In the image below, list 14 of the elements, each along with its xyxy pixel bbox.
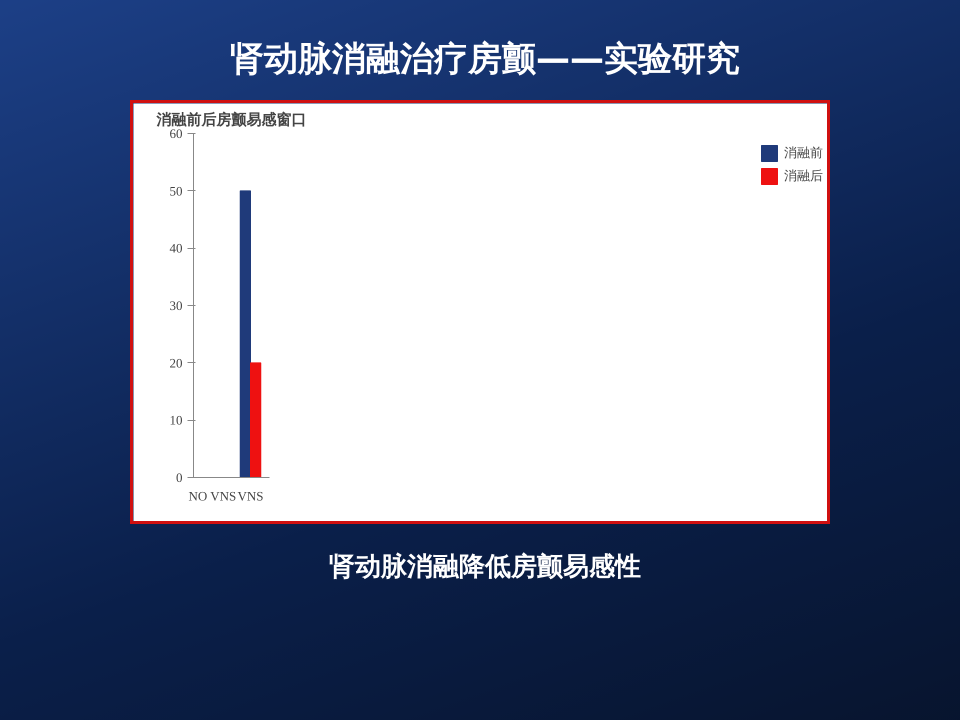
y-tick-label: 20 — [170, 355, 182, 370]
y-tick-label: 40 — [170, 240, 182, 256]
text: 肾动脉消融降低房颤易感性 — [329, 551, 641, 584]
y-tick-label: 30 — [170, 298, 182, 313]
y-tick-label: 10 — [170, 412, 182, 428]
y-tick-label: 60 — [170, 126, 182, 141]
chart-subtitle: 消融前后房颤易感窗口 — [156, 110, 306, 128]
y-tick-label: 0 — [176, 470, 182, 485]
text: 肾动脉消融治疗房颤——实验研究 — [230, 38, 740, 81]
legend-label: 消融后 — [784, 168, 823, 185]
y-tick-label: 50 — [170, 183, 182, 198]
legend-label: 消融前 — [784, 145, 823, 162]
x-tick-label: NO VNS — [188, 488, 236, 504]
x-tick-label: VNS — [237, 488, 264, 504]
